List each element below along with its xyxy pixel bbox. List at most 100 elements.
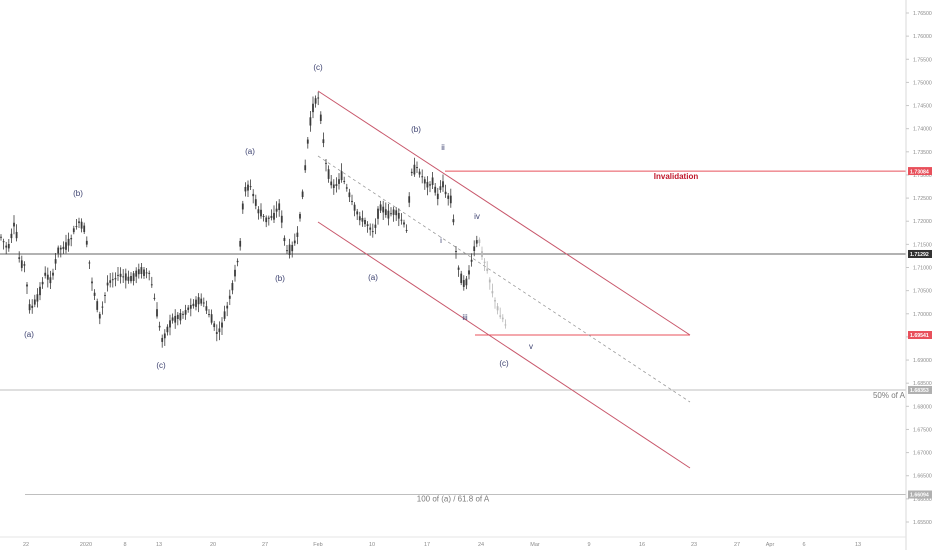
candle xyxy=(395,207,398,221)
candle xyxy=(13,215,15,235)
wave-label-v: v xyxy=(529,342,533,351)
candle xyxy=(109,272,112,288)
candle xyxy=(179,309,182,325)
y-tick-label: 1.69000 xyxy=(913,358,932,364)
candle xyxy=(403,219,405,228)
candle xyxy=(260,203,262,219)
candle xyxy=(431,172,434,189)
candle xyxy=(130,272,132,284)
y-tick-label: 1.68500 xyxy=(913,381,932,387)
wave-label-a-3: (a) xyxy=(368,273,378,282)
candle xyxy=(174,309,177,329)
x-tick-label: 16 xyxy=(639,542,645,548)
candle xyxy=(364,217,366,227)
candle xyxy=(252,189,255,204)
candle xyxy=(273,205,275,224)
candle xyxy=(488,277,491,290)
candle xyxy=(85,236,88,248)
wave-label-i: i xyxy=(440,236,442,245)
candle xyxy=(423,176,426,190)
candle xyxy=(475,235,478,248)
candle xyxy=(421,169,424,184)
candle xyxy=(104,292,106,304)
hundred-percent-label: 100 of (a) / 61.8 of A xyxy=(417,495,490,504)
candle xyxy=(470,253,473,267)
candle xyxy=(254,194,257,210)
candle xyxy=(382,200,385,220)
candle xyxy=(280,210,283,229)
candle xyxy=(5,241,8,255)
candle xyxy=(189,298,192,317)
candle xyxy=(218,321,221,341)
candle xyxy=(182,311,184,319)
svg-text:1.66094: 1.66094 xyxy=(910,493,929,499)
candle xyxy=(397,208,400,227)
candle xyxy=(278,199,281,217)
candle xyxy=(239,238,242,251)
y-tick-label: 1.75000 xyxy=(913,80,932,86)
candle xyxy=(332,179,335,195)
candle xyxy=(504,319,507,329)
candle xyxy=(52,268,54,280)
candle xyxy=(410,168,413,176)
candle xyxy=(491,283,494,298)
candle xyxy=(93,289,96,301)
candle xyxy=(338,173,340,190)
candle xyxy=(377,206,379,225)
candle xyxy=(486,261,489,274)
candle xyxy=(197,293,200,313)
y-tick-label: 1.74000 xyxy=(913,127,932,133)
price-tag: 1.71292 xyxy=(908,249,932,258)
candle xyxy=(231,280,234,295)
x-tick-label: Mar xyxy=(530,542,540,548)
candle xyxy=(163,329,166,346)
candle xyxy=(67,232,70,252)
candle xyxy=(137,263,140,279)
candle xyxy=(236,258,239,267)
y-tick-label: 1.67500 xyxy=(913,427,932,433)
candle xyxy=(358,211,361,226)
candle xyxy=(265,215,268,228)
candle xyxy=(348,188,351,203)
candle xyxy=(314,95,317,108)
candle xyxy=(150,276,153,288)
y-tick-label: 1.70500 xyxy=(913,289,932,295)
candle xyxy=(478,237,481,247)
y-tick-label: 1.75500 xyxy=(913,57,932,63)
candle xyxy=(340,163,343,183)
candle xyxy=(140,263,143,279)
candle xyxy=(286,245,288,254)
candle xyxy=(143,267,145,279)
candle xyxy=(361,210,364,227)
candle xyxy=(18,251,21,263)
x-tick-label: 6 xyxy=(802,542,805,548)
candle xyxy=(10,228,13,244)
x-tick-label: Apr xyxy=(766,542,775,548)
wave-label-c-3: (c) xyxy=(499,359,509,368)
candle xyxy=(325,159,327,172)
x-tick-label: 17 xyxy=(424,542,430,548)
candle xyxy=(156,302,158,319)
candle xyxy=(202,297,205,308)
channel-lower-line xyxy=(317,221,691,469)
candle xyxy=(111,272,114,288)
candle xyxy=(455,246,457,259)
candle xyxy=(28,299,31,314)
candle xyxy=(400,213,403,225)
candle xyxy=(366,221,369,233)
candle xyxy=(223,305,226,322)
candle xyxy=(80,218,83,233)
candle xyxy=(23,261,26,273)
x-tick-label: 9 xyxy=(587,542,590,548)
candle xyxy=(296,226,299,245)
candle xyxy=(31,299,34,314)
y-tick-label: 1.74500 xyxy=(913,104,932,110)
candle xyxy=(215,324,218,342)
x-tick-label: 10 xyxy=(369,542,375,548)
candle xyxy=(244,182,247,197)
candle xyxy=(429,181,431,193)
candle xyxy=(101,301,104,315)
